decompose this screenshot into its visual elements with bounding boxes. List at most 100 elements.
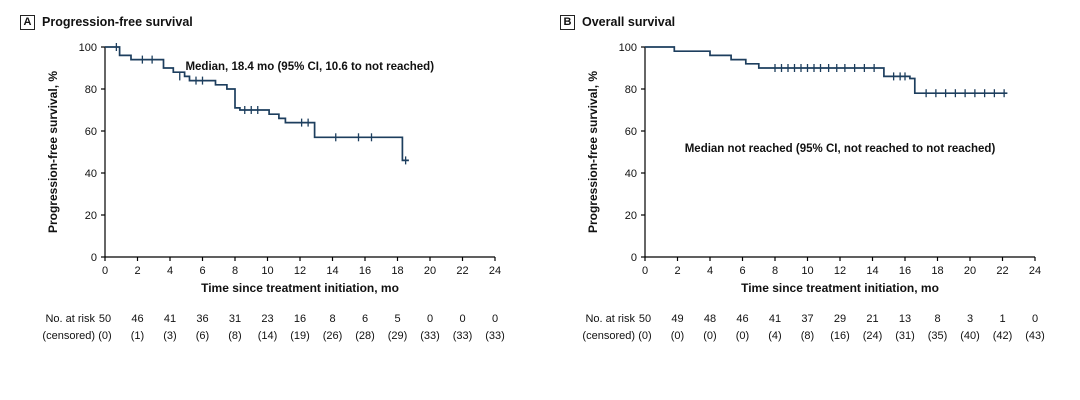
at-risk-count: 36 bbox=[196, 313, 208, 325]
svg-text:6: 6 bbox=[739, 265, 745, 277]
svg-text:0: 0 bbox=[631, 252, 637, 264]
svg-text:14: 14 bbox=[866, 265, 878, 277]
censored-count: (33) bbox=[453, 330, 473, 342]
censored-count: (33) bbox=[420, 330, 440, 342]
at-risk-count: 0 bbox=[1032, 313, 1038, 325]
svg-text:2: 2 bbox=[674, 265, 680, 277]
censored-count: (31) bbox=[895, 330, 915, 342]
censored-count: (0) bbox=[736, 330, 749, 342]
svg-text:40: 40 bbox=[85, 168, 97, 180]
at-risk-count: 6 bbox=[362, 313, 368, 325]
svg-text:14: 14 bbox=[326, 265, 338, 277]
panel-a: A Progression-free survival 0 2 4 6 8 10 12 14 1… bbox=[0, 12, 540, 342]
at-risk-count: 48 bbox=[704, 313, 716, 325]
svg-text:8: 8 bbox=[772, 265, 778, 277]
panel-b-letter-box: B bbox=[560, 14, 575, 30]
censored-count: (3) bbox=[163, 330, 176, 342]
at-risk-count: 21 bbox=[866, 313, 878, 325]
panel-a-title: Progression-free survival bbox=[42, 15, 193, 29]
svg-text:18: 18 bbox=[931, 265, 943, 277]
censored-count: (29) bbox=[388, 330, 408, 342]
svg-text:24: 24 bbox=[1029, 265, 1041, 277]
svg-text:20: 20 bbox=[964, 265, 976, 277]
at-risk-count: 8 bbox=[329, 313, 335, 325]
x-axis-ticks: 0 2 4 6 8 10 12 14 16 18 20 22 24 bbox=[642, 257, 1041, 277]
panel-a-letter-box: A bbox=[20, 14, 35, 30]
censored-count: (1) bbox=[131, 330, 144, 342]
at-risk-count: 29 bbox=[834, 313, 846, 325]
svg-text:12: 12 bbox=[294, 265, 306, 277]
censored-count: (33) bbox=[485, 330, 505, 342]
svg-text:10: 10 bbox=[261, 265, 273, 277]
censored-table-label: (censored) bbox=[42, 330, 95, 342]
at-risk-count: 46 bbox=[736, 313, 748, 325]
svg-text:20: 20 bbox=[625, 210, 637, 222]
censored-count: (26) bbox=[323, 330, 343, 342]
at-risk-count: 16 bbox=[294, 313, 306, 325]
y-axis-title: Progression-free survival, % bbox=[586, 71, 600, 233]
censored-count: (35) bbox=[928, 330, 948, 342]
svg-text:4: 4 bbox=[707, 265, 713, 277]
svg-text:6: 6 bbox=[199, 265, 205, 277]
svg-text:4: 4 bbox=[167, 265, 173, 277]
censored-count: (19) bbox=[290, 330, 310, 342]
at-risk-count: 1 bbox=[999, 313, 1005, 325]
svg-text:12: 12 bbox=[834, 265, 846, 277]
y-axis-ticks: 0 20 40 60 80 100 bbox=[79, 42, 105, 264]
svg-text:8: 8 bbox=[232, 265, 238, 277]
censored-count: (0) bbox=[98, 330, 111, 342]
svg-text:24: 24 bbox=[489, 265, 501, 277]
at-risk-count: 8 bbox=[934, 313, 940, 325]
y-axis-ticks: 0 20 40 60 80 100 bbox=[619, 42, 645, 264]
svg-text:0: 0 bbox=[91, 252, 97, 264]
axes bbox=[104, 47, 495, 258]
at-risk-count: 41 bbox=[769, 313, 781, 325]
censored-count: (43) bbox=[1025, 330, 1045, 342]
censored-count: (8) bbox=[801, 330, 814, 342]
at-risk-count: 0 bbox=[427, 313, 433, 325]
svg-text:100: 100 bbox=[79, 42, 97, 54]
panel-b: B Overall survival 0 2 4 6 8 10 12 14 16 18 20 22 24… bbox=[540, 0, 1080, 400]
svg-text:2: 2 bbox=[134, 265, 140, 277]
svg-text:0: 0 bbox=[102, 265, 108, 277]
at-risk-count: 49 bbox=[671, 313, 683, 325]
at-risk-count: 23 bbox=[261, 313, 273, 325]
svg-text:16: 16 bbox=[359, 265, 371, 277]
censored-count: (4) bbox=[768, 330, 781, 342]
svg-text:18: 18 bbox=[391, 265, 403, 277]
svg-text:80: 80 bbox=[625, 84, 637, 96]
at-risk-count: 0 bbox=[459, 313, 465, 325]
censored-count: (0) bbox=[671, 330, 684, 342]
at-risk-count: 50 bbox=[99, 313, 111, 325]
x-axis-title: Time since treatment initiation, mo bbox=[741, 281, 939, 295]
censored-count: (28) bbox=[355, 330, 375, 342]
panel-a-header: A Progression-free survival bbox=[0, 12, 540, 32]
panel-b-header: B Overall survival bbox=[540, 12, 1080, 32]
svg-text:10: 10 bbox=[801, 265, 813, 277]
x-axis-title: Time since treatment initiation, mo bbox=[201, 281, 399, 295]
at-risk-count: 5 bbox=[394, 313, 400, 325]
risk-table-label: No. at risk bbox=[45, 313, 95, 325]
risk-table: No. at risk (censored) 50 (0) 49 (0) 48 (0) 46 (0… bbox=[582, 313, 1044, 342]
svg-text:60: 60 bbox=[85, 126, 97, 138]
censored-count: (14) bbox=[258, 330, 278, 342]
censored-count: (16) bbox=[830, 330, 850, 342]
censored-count: (0) bbox=[703, 330, 716, 342]
at-risk-count: 37 bbox=[801, 313, 813, 325]
censored-count: (8) bbox=[228, 330, 241, 342]
censor-marks bbox=[774, 64, 1005, 98]
x-axis-ticks: 0 2 4 6 8 10 12 14 16 18 20 22 24 bbox=[102, 257, 501, 277]
svg-text:16: 16 bbox=[899, 265, 911, 277]
at-risk-count: 31 bbox=[229, 313, 241, 325]
at-risk-count: 13 bbox=[899, 313, 911, 325]
svg-text:20: 20 bbox=[85, 210, 97, 222]
svg-text:60: 60 bbox=[625, 126, 637, 138]
at-risk-count: 3 bbox=[967, 313, 973, 325]
censored-count: (42) bbox=[993, 330, 1013, 342]
at-risk-count: 50 bbox=[639, 313, 651, 325]
at-risk-count: 0 bbox=[492, 313, 498, 325]
svg-text:80: 80 bbox=[85, 84, 97, 96]
